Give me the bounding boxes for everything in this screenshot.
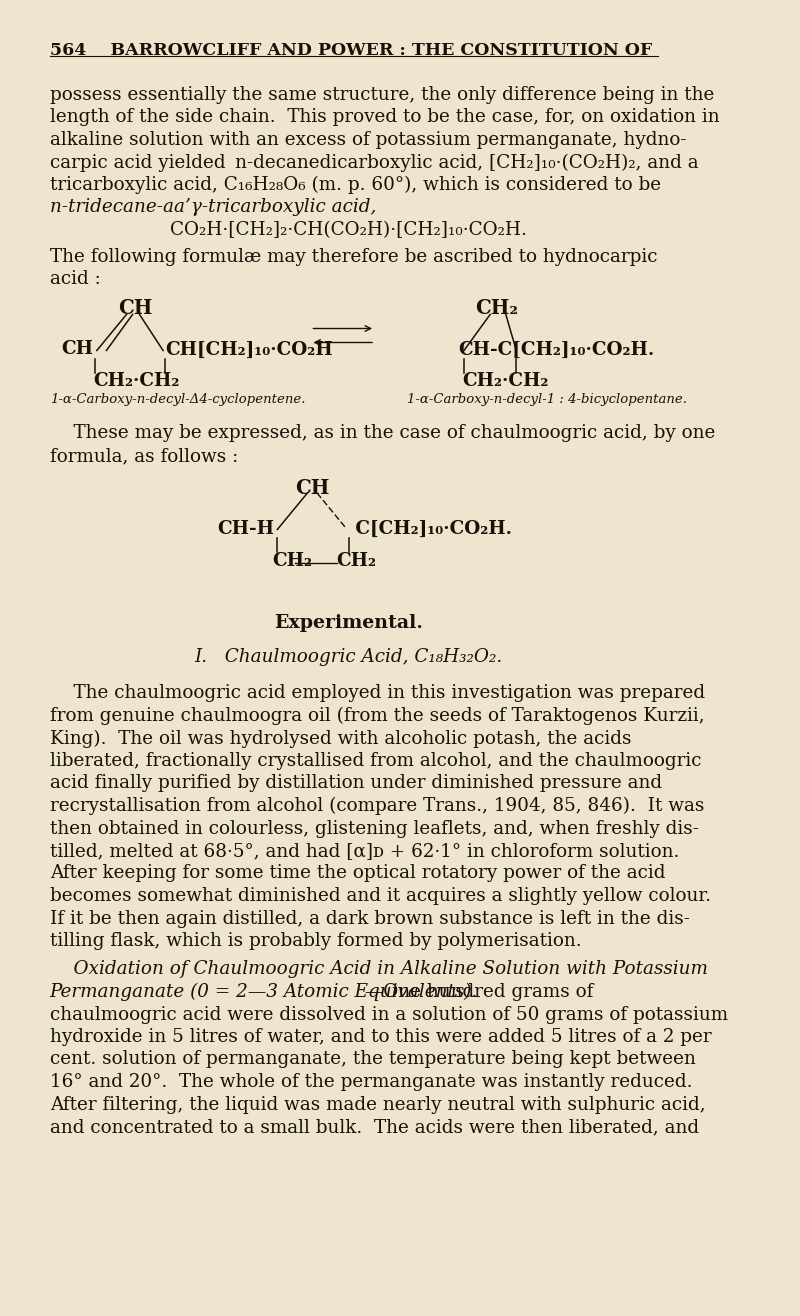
Text: 16° and 20°.  The whole of the permanganate was instantly reduced.: 16° and 20°. The whole of the permangana… — [50, 1073, 692, 1091]
Text: 1-α-Carboxy-n-decyl-Δ4-cyclopentene.: 1-α-Carboxy-n-decyl-Δ4-cyclopentene. — [50, 392, 306, 405]
Text: CH: CH — [62, 341, 94, 358]
Text: alkaline solution with an excess of potassium permanganate, hydno-: alkaline solution with an excess of pota… — [50, 132, 686, 149]
Text: CH₂·CH₂: CH₂·CH₂ — [94, 372, 180, 391]
Text: If it be then again distilled, a dark brown substance is left in the dis-: If it be then again distilled, a dark br… — [50, 909, 690, 928]
Text: recrystallisation from alcohol (compare Trans., 1904, 85, 846).  It was: recrystallisation from alcohol (compare … — [50, 797, 704, 815]
Text: CH[CH₂]₁₀·CO₂H: CH[CH₂]₁₀·CO₂H — [165, 341, 333, 358]
Text: CH-H: CH-H — [218, 520, 274, 537]
Text: These may be expressed, as in the case of chaulmoogric acid, by one: These may be expressed, as in the case o… — [50, 425, 715, 442]
Text: CH: CH — [118, 299, 152, 318]
Text: CH₂·CH₂: CH₂·CH₂ — [462, 372, 549, 391]
Text: C[CH₂]₁₀·CO₂H.: C[CH₂]₁₀·CO₂H. — [349, 520, 512, 537]
Text: After keeping for some time the optical rotatory power of the acid: After keeping for some time the optical … — [50, 865, 666, 883]
Text: 1-α-Carboxy-n-decyl-1 : 4-bicyclopentane.: 1-α-Carboxy-n-decyl-1 : 4-bicyclopentane… — [407, 392, 687, 405]
Text: and concentrated to a small bulk.  The acids were then liberated, and: and concentrated to a small bulk. The ac… — [50, 1119, 699, 1136]
Text: The chaulmoogric acid employed in this investigation was prepared: The chaulmoogric acid employed in this i… — [50, 684, 705, 703]
Text: tricarboxylic acid, C₁₆H₂₈O₆ (m. p. 60°), which is considered to be: tricarboxylic acid, C₁₆H₂₈O₆ (m. p. 60°)… — [50, 176, 661, 195]
Text: King).  The oil was hydrolysed with alcoholic potash, the acids: King). The oil was hydrolysed with alcoh… — [50, 729, 631, 747]
Text: CH₂: CH₂ — [476, 299, 518, 318]
Text: CO₂H·[CH₂]₂·CH(CO₂H)·[CH₂]₁₀·CO₂H.: CO₂H·[CH₂]₂·CH(CO₂H)·[CH₂]₁₀·CO₂H. — [170, 221, 527, 240]
Text: hydroxide in 5 litres of water, and to this were added 5 litres of a 2 per: hydroxide in 5 litres of water, and to t… — [50, 1028, 711, 1046]
Text: CH: CH — [295, 478, 330, 497]
Text: cent. solution of permanganate, the temperature being kept between: cent. solution of permanganate, the temp… — [50, 1050, 695, 1069]
Text: After filtering, the liquid was made nearly neutral with sulphuric acid,: After filtering, the liquid was made nea… — [50, 1095, 706, 1113]
Text: n-tridecane-aa’γ-tricarboxylic acid,: n-tridecane-aa’γ-tricarboxylic acid, — [50, 199, 376, 217]
Text: tilling flask, which is probably formed by polymerisation.: tilling flask, which is probably formed … — [50, 932, 582, 950]
Text: formula, as follows :: formula, as follows : — [50, 447, 238, 465]
Text: from genuine chaulmoogra oil (from the seeds of Taraktogenos Kurzii,: from genuine chaulmoogra oil (from the s… — [50, 707, 704, 725]
Text: tilled, melted at 68·5°, and had [α]ᴅ + 62·1° in chloroform solution.: tilled, melted at 68·5°, and had [α]ᴅ + … — [50, 842, 679, 859]
Text: I.   Chaulmoogric Acid, C₁₈H₃₂O₂.: I. Chaulmoogric Acid, C₁₈H₃₂O₂. — [194, 647, 503, 666]
Text: Experimental.: Experimental. — [274, 613, 423, 632]
Text: CH₂: CH₂ — [337, 551, 377, 570]
Text: acid finally purified by distillation under diminished pressure and: acid finally purified by distillation un… — [50, 775, 662, 792]
Text: length of the side chain.  This proved to be the case, for, on oxidation in: length of the side chain. This proved to… — [50, 108, 719, 126]
Text: CH-C[CH₂]₁₀·CO₂H.: CH-C[CH₂]₁₀·CO₂H. — [458, 341, 655, 358]
Text: chaulmoogric acid were dissolved in a solution of 50 grams of potassium: chaulmoogric acid were dissolved in a so… — [50, 1005, 728, 1024]
Text: acid :: acid : — [50, 270, 101, 288]
Text: —One hundred grams of: —One hundred grams of — [366, 983, 594, 1001]
Text: carpic acid yielded  n-decanedicarboxylic acid, [CH₂]₁₀·(CO₂H)₂, and a: carpic acid yielded n-decanedicarboxylic… — [50, 154, 698, 172]
Text: Oxidation of Chaulmoogric Acid in Alkaline Solution with Potassium: Oxidation of Chaulmoogric Acid in Alkali… — [50, 961, 707, 979]
Text: The following formulæ may therefore be ascribed to hydnocarpic: The following formulæ may therefore be a… — [50, 247, 658, 266]
Text: possess essentially the same structure, the only difference being in the: possess essentially the same structure, … — [50, 86, 714, 104]
Text: Permanganate (0 = 2—3 Atomic Equivalents).: Permanganate (0 = 2—3 Atomic Equivalents… — [50, 983, 478, 1001]
Text: liberated, fractionally crystallised from alcohol, and the chaulmoogric: liberated, fractionally crystallised fro… — [50, 751, 702, 770]
Text: CH₂: CH₂ — [272, 551, 312, 570]
Text: becomes somewhat diminished and it acquires a slightly yellow colour.: becomes somewhat diminished and it acqui… — [50, 887, 710, 905]
Text: then obtained in colourless, glistening leaflets, and, when freshly dis-: then obtained in colourless, glistening … — [50, 820, 698, 837]
Text: 564    BARROWCLIFF AND POWER : THE CONSTITUTION OF: 564 BARROWCLIFF AND POWER : THE CONSTITU… — [50, 42, 652, 59]
